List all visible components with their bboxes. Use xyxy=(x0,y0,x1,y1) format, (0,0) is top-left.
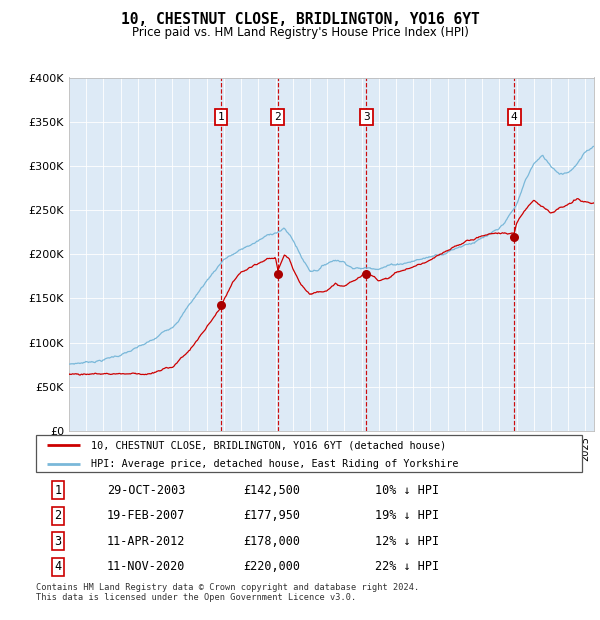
Text: 12% ↓ HPI: 12% ↓ HPI xyxy=(374,535,439,548)
Text: 11-NOV-2020: 11-NOV-2020 xyxy=(107,560,185,574)
Text: 29-OCT-2003: 29-OCT-2003 xyxy=(107,484,185,497)
Text: 10, CHESTNUT CLOSE, BRIDLINGTON, YO16 6YT: 10, CHESTNUT CLOSE, BRIDLINGTON, YO16 6Y… xyxy=(121,12,479,27)
Text: 1: 1 xyxy=(218,112,224,122)
Text: 4: 4 xyxy=(511,112,518,122)
Text: £142,500: £142,500 xyxy=(244,484,301,497)
Text: 2: 2 xyxy=(274,112,281,122)
Text: 3: 3 xyxy=(54,535,61,548)
Text: £177,950: £177,950 xyxy=(244,509,301,522)
Text: 19% ↓ HPI: 19% ↓ HPI xyxy=(374,509,439,522)
Text: 3: 3 xyxy=(363,112,370,122)
Text: 11-APR-2012: 11-APR-2012 xyxy=(107,535,185,548)
Text: 4: 4 xyxy=(54,560,61,574)
Text: £220,000: £220,000 xyxy=(244,560,301,574)
Text: 1: 1 xyxy=(54,484,61,497)
FancyBboxPatch shape xyxy=(36,435,582,472)
Text: Contains HM Land Registry data © Crown copyright and database right 2024.
This d: Contains HM Land Registry data © Crown c… xyxy=(36,583,419,602)
Text: 2: 2 xyxy=(54,509,61,522)
Text: 10% ↓ HPI: 10% ↓ HPI xyxy=(374,484,439,497)
Text: £178,000: £178,000 xyxy=(244,535,301,548)
Text: HPI: Average price, detached house, East Riding of Yorkshire: HPI: Average price, detached house, East… xyxy=(91,459,458,469)
Text: Price paid vs. HM Land Registry's House Price Index (HPI): Price paid vs. HM Land Registry's House … xyxy=(131,26,469,39)
Text: 19-FEB-2007: 19-FEB-2007 xyxy=(107,509,185,522)
Text: 10, CHESTNUT CLOSE, BRIDLINGTON, YO16 6YT (detached house): 10, CHESTNUT CLOSE, BRIDLINGTON, YO16 6Y… xyxy=(91,440,446,450)
Text: 22% ↓ HPI: 22% ↓ HPI xyxy=(374,560,439,574)
